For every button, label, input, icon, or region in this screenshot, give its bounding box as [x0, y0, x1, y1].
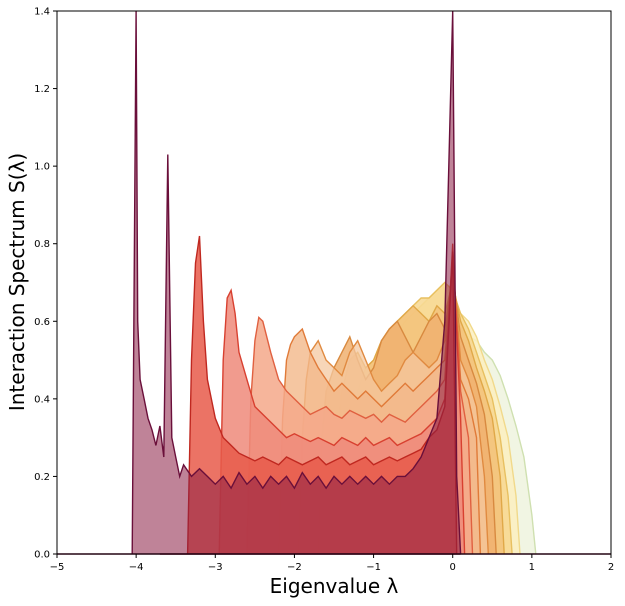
plot-frame: [56, 10, 612, 555]
x-tick-label: 1: [529, 562, 535, 573]
series-area-10: [132, 11, 461, 554]
y-tick-label: 1.0: [34, 162, 50, 173]
series-area-9: [187, 236, 457, 554]
series-line-10: [131, 10, 462, 555]
series-line-9: [186, 235, 458, 555]
ticks-layer: −5 −4 −3 −2 −1 0 1 2 0.0 0.2 0.4 0.6 0.8 1.0 1.2 1.4: [34, 7, 614, 574]
series-line-8: [218, 243, 466, 555]
y-tick-label: 1.2: [34, 84, 50, 95]
x-tick-label: −1: [366, 562, 381, 573]
x-tick-label: −3: [208, 562, 223, 573]
x-tick-label: −5: [50, 562, 65, 573]
x-tick-label: −4: [129, 562, 144, 573]
x-tick-label: −2: [287, 562, 302, 573]
y-axis-label: Interaction Spectrum S(λ): [5, 153, 29, 411]
y-tick-label: 0.8: [34, 239, 50, 250]
y-tick-label: 1.4: [34, 7, 50, 18]
x-tick-label: 0: [450, 562, 456, 573]
y-tick-label: 0.6: [34, 317, 50, 328]
x-tick-label: 2: [608, 562, 614, 573]
series-line-7: [246, 251, 474, 555]
x-axis-label: Eigenvalue λ: [270, 574, 399, 598]
series-line-4: [317, 274, 497, 555]
series-layer: [57, 10, 611, 555]
y-tick-label: 0.2: [34, 472, 50, 483]
y-tick-label: 0.0: [34, 550, 50, 561]
y-tick-label: 0.4: [34, 394, 50, 405]
